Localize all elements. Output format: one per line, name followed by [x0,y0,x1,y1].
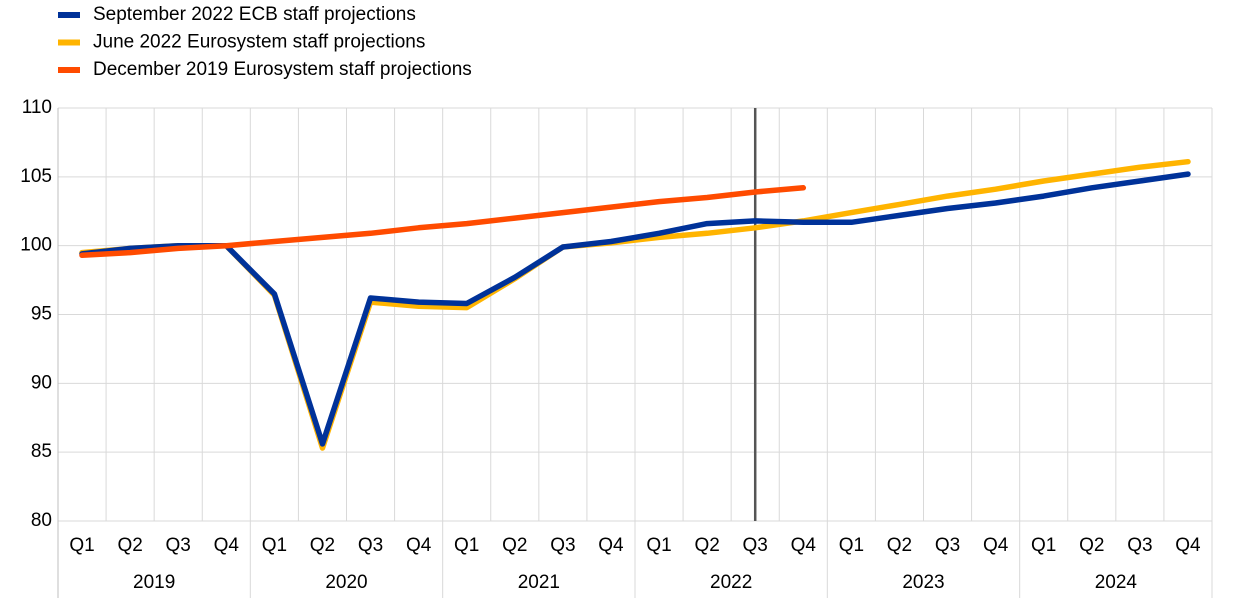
x-tick-label: Q1 [69,535,94,556]
y-tick-label: 100 [20,235,52,256]
x-tick-label: Q3 [1127,535,1152,556]
x-tick-label: Q4 [406,535,432,556]
y-tick-label: 95 [31,304,52,325]
series-line [79,185,807,259]
x-tick-label: Q3 [358,535,383,556]
x-tick-label: Q2 [887,535,912,556]
year-label: 2022 [710,572,752,593]
x-tick-label: Q3 [166,535,191,556]
x-tick-label: Q2 [117,535,142,556]
legend-label: June 2022 Eurosystem staff projections [93,32,425,53]
x-tick-label: Q2 [1079,535,1104,556]
x-tick-label: Q1 [1031,535,1056,556]
x-tick-label: Q2 [502,535,527,556]
x-tick-label: Q4 [598,535,624,556]
x-tick-label: Q4 [1175,535,1201,556]
x-tick-label: Q3 [550,535,575,556]
y-tick-label: 110 [22,97,52,118]
series-line [79,171,1191,447]
x-tick-label: Q1 [454,535,479,556]
y-tick-label: 90 [31,372,52,393]
y-tick-label: 85 [31,441,52,462]
x-tick-label: Q1 [646,535,671,556]
legend-label: December 2019 Eurosystem staff projectio… [93,59,472,80]
year-label: 2024 [1095,572,1138,593]
year-label: 2019 [133,572,175,593]
y-tick-label: 105 [20,166,52,187]
y-tick-label: 80 [31,510,52,531]
year-label: 2023 [902,572,944,593]
x-tick-label: Q1 [262,535,287,556]
year-label: 2020 [325,572,367,593]
x-tick-label: Q2 [694,535,719,556]
x-tick-label: Q3 [935,535,960,556]
x-tick-label: Q3 [743,535,768,556]
x-tick-label: Q2 [310,535,335,556]
x-tick-label: Q4 [983,535,1009,556]
x-tick-label: Q1 [839,535,864,556]
year-label: 2021 [518,572,560,593]
x-tick-label: Q4 [214,535,240,556]
x-tick-label: Q4 [791,535,817,556]
legend-label: September 2022 ECB staff projections [93,4,416,25]
